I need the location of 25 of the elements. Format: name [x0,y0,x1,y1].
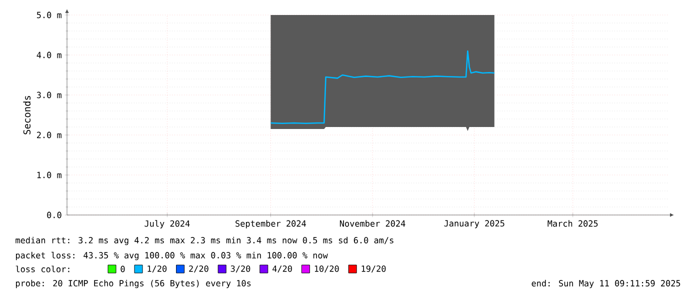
y-axis-title: Seconds [23,96,31,134]
legend-label: 19/20 [362,265,386,273]
line-series [270,50,496,124]
text: probe: 20 ICMP Echo Pings (56 Bytes) every 10s [16,280,251,288]
x-tick-label: November 2024 [340,220,406,227]
x-tick-label: September 2024 [236,220,306,228]
legend-label: 4/20 [272,265,292,273]
text: median rtt: 3.2 ms avg 4.2 ms max 2.3 ms min 3.4 ms now 0.5 ms sd 6.0 am/s [16,236,394,246]
legend-label: 2/20 [189,265,208,273]
text: end: Sun May 11 09:11:59 2025 [532,280,680,288]
x-tick-label: January 2025 [444,220,504,228]
x-tick-label: July 2024 [144,220,190,228]
text: packet loss: 43.35 % avg 100.00 % max 0.03 % min 100.00 % now [16,252,328,260]
legend-label: 10/20 [314,265,339,273]
legend-label: 1/20 [148,265,167,273]
y-tick-label: 3.0 m [36,92,62,98]
y-tick-label: 4.0 m [36,52,62,58]
x-tick-label: March 2025 [548,220,598,227]
y-tick-label: 2.0 m [36,132,62,138]
y-tick-label: 1.0 m [37,172,62,178]
legend-title: loss color: [16,266,70,272]
legend-label: 0 [120,266,125,272]
legend-label: 3/20 [230,265,250,273]
y-tick-label: 0.0 [47,212,62,218]
y-tick-label: 5.0 m [36,12,62,18]
